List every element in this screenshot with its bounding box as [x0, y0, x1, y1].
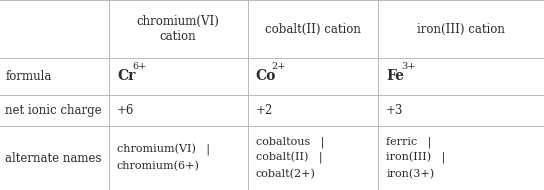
- Text: +2: +2: [256, 104, 273, 117]
- Text: alternate names: alternate names: [5, 152, 102, 165]
- Text: chromium(6+): chromium(6+): [117, 161, 200, 171]
- Text: Co: Co: [256, 70, 276, 83]
- Text: 3+: 3+: [401, 63, 416, 71]
- Text: iron(III)   |: iron(III) |: [386, 152, 446, 164]
- Text: cobalt(2+): cobalt(2+): [256, 169, 316, 180]
- Text: chromium(VI)
cation: chromium(VI) cation: [137, 15, 220, 43]
- Text: iron(III) cation: iron(III) cation: [417, 22, 505, 36]
- Text: 6+: 6+: [132, 63, 146, 71]
- Text: +6: +6: [117, 104, 134, 117]
- Text: iron(3+): iron(3+): [386, 169, 434, 180]
- Text: chromium(VI)   |: chromium(VI) |: [117, 144, 210, 156]
- Text: cobaltous   |: cobaltous |: [256, 136, 324, 148]
- Text: net ionic charge: net ionic charge: [5, 104, 102, 117]
- Text: ferric   |: ferric |: [386, 136, 431, 148]
- Text: +3: +3: [386, 104, 404, 117]
- Text: Cr: Cr: [117, 70, 135, 83]
- Text: cobalt(II)   |: cobalt(II) |: [256, 152, 322, 164]
- Text: Fe: Fe: [386, 70, 404, 83]
- Text: 2+: 2+: [271, 63, 286, 71]
- Text: cobalt(II) cation: cobalt(II) cation: [265, 22, 361, 36]
- Text: formula: formula: [5, 70, 52, 83]
